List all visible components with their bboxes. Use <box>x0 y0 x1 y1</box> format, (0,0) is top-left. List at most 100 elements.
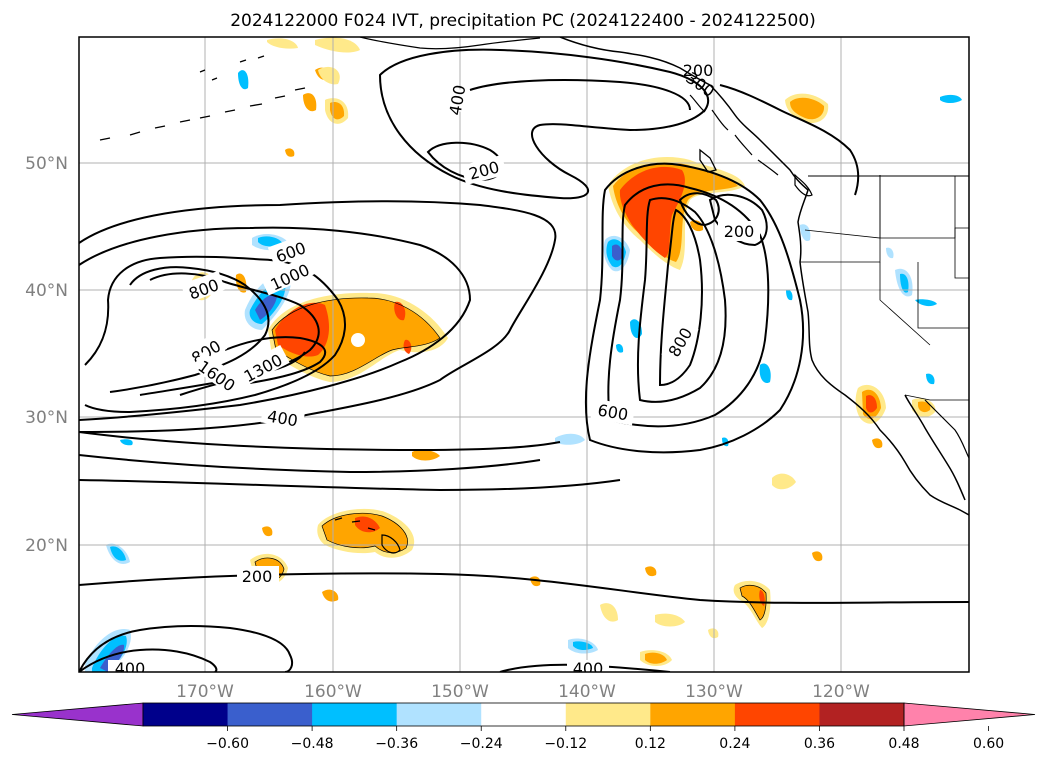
colorbar-segment <box>819 703 905 726</box>
precip-alaska-coast2 <box>267 38 298 49</box>
figure-title: 2024122000 F024 IVT, precipitation PC (2… <box>230 11 816 31</box>
contour-400-inner <box>469 79 691 111</box>
precip-neg-coast2 <box>800 224 811 242</box>
latitude-labels: 50°N 40°N 30°N 20°N <box>25 154 68 556</box>
colorbar <box>11 702 1036 727</box>
contour-coast-200 <box>719 84 860 196</box>
precip-neg-nv2 <box>915 299 937 307</box>
colorbar-tick-label: −0.60 <box>206 736 249 752</box>
colorbar-tick-label: 0.48 <box>888 736 919 752</box>
coastline-panhandle-islands <box>689 94 779 176</box>
precip-trop-3 <box>655 613 685 627</box>
contour-ne-1000 <box>678 192 720 227</box>
precip-baja-b <box>918 401 931 413</box>
precip-neg-sw2-c <box>100 644 125 672</box>
contour-200-lower-3 <box>79 479 621 492</box>
precip-central-pacific-red2 <box>394 301 406 321</box>
lat-label: 30°N <box>25 408 68 428</box>
colorbar-tick-label: 0.36 <box>804 736 835 752</box>
colorbar-segment <box>312 703 398 726</box>
coastline-alaska <box>359 37 541 50</box>
precip-small-2 <box>285 148 295 157</box>
contour-400 <box>79 226 472 421</box>
precip-neg-aleutian <box>238 70 249 90</box>
border-id-mt <box>879 175 956 239</box>
colorbar-segment <box>650 703 736 726</box>
contour-600-tropics-west <box>79 648 218 672</box>
graticule <box>79 37 969 672</box>
colorbar-frame <box>142 702 905 727</box>
colorbar-tick-label: −0.48 <box>291 736 334 752</box>
precip-aleutian-3 <box>303 93 317 112</box>
contour-label: 400 <box>573 659 604 678</box>
colorbar-tick-label: 0.12 <box>635 736 666 752</box>
precip-trop-5b <box>573 641 593 651</box>
precip-trop-15 <box>872 438 883 449</box>
colorbar-extend-low <box>11 702 144 727</box>
contour-ne-200 <box>584 162 805 454</box>
contour-label: 200 <box>242 567 273 586</box>
precip-aleutian-4 <box>318 66 340 85</box>
precip-ne-pacific-red <box>619 166 685 258</box>
precip-neg-central-2b <box>258 236 283 247</box>
border-az <box>954 227 969 279</box>
precip-central-pacific-red3 <box>403 339 412 354</box>
coastline-north-america <box>559 37 969 516</box>
coastline-gulf-california <box>924 399 969 459</box>
precip-trop-18 <box>926 373 935 385</box>
outline-trop-1 <box>739 584 767 621</box>
precip-trop-7 <box>555 433 585 445</box>
map-frame <box>78 36 970 673</box>
precip-trop-8 <box>772 473 796 490</box>
contour-200-lower-1 <box>79 431 561 452</box>
colorbar-segment <box>227 703 313 726</box>
precip-hawaii-b <box>322 513 408 553</box>
colorbar-segment <box>143 703 229 726</box>
coastline-vancouver-island <box>794 173 813 197</box>
precip-california-c <box>866 395 877 413</box>
contour-ne-600 <box>636 197 727 403</box>
contour-label: 200 <box>683 61 714 80</box>
contour-400-gulf <box>378 48 710 200</box>
coastline-aleutians <box>99 87 306 141</box>
colorbar-tick-label: 0.24 <box>719 736 750 752</box>
colorbar-labels: −0.60 −0.48 −0.36 −0.24 −0.12 0.12 0.24 0.36 0.4… <box>206 726 1004 752</box>
precip-neg-ne-1c <box>612 244 623 261</box>
precip-neg-small-1 <box>940 94 962 103</box>
coastlines <box>99 37 969 554</box>
lon-label: 150°W <box>431 682 489 702</box>
colorbar-tick-label: −0.24 <box>460 736 503 752</box>
lat-label: 50°N <box>25 154 68 174</box>
precip-trop-16 <box>616 343 624 353</box>
lon-label: 170°W <box>176 682 234 702</box>
precip-neg-nv-b <box>900 273 909 293</box>
colorbar-tick-label: −0.12 <box>544 736 587 752</box>
ivt-contours <box>79 48 969 672</box>
precip-alaska-coast <box>315 37 360 53</box>
contour-400-tropics-west <box>79 624 294 672</box>
precip-trop-4 <box>600 603 618 622</box>
colorbar-segment <box>396 703 482 726</box>
contour-600 <box>84 255 346 414</box>
precip-neg-coast <box>759 363 771 384</box>
coastline-haida-gwaii <box>699 148 717 173</box>
coastline-aleutians-2 <box>199 55 265 81</box>
contour-200-lower-2 <box>79 454 541 474</box>
map-panel: 400 300 200 200 200 800 600 1000 800 160… <box>79 37 969 678</box>
colorbar-tick-label: −0.36 <box>375 736 418 752</box>
contour-800 <box>109 266 270 393</box>
precip-hawaii-c <box>355 516 380 533</box>
coastline-baja <box>904 394 966 501</box>
map-background <box>79 37 969 672</box>
precip-trop-6 <box>412 449 440 461</box>
lon-label: 120°W <box>812 682 870 702</box>
contour-label: 200 <box>724 222 755 241</box>
colorbar-extend-high <box>903 702 1036 727</box>
colorbar-tick-label: 0.60 <box>973 736 1004 752</box>
precip-trop-14 <box>708 628 719 639</box>
precip-trop-22 <box>886 247 894 259</box>
precip-trop-13 <box>262 526 273 537</box>
coastline-hawaii <box>334 517 401 554</box>
precip-trop-2b <box>645 652 667 664</box>
